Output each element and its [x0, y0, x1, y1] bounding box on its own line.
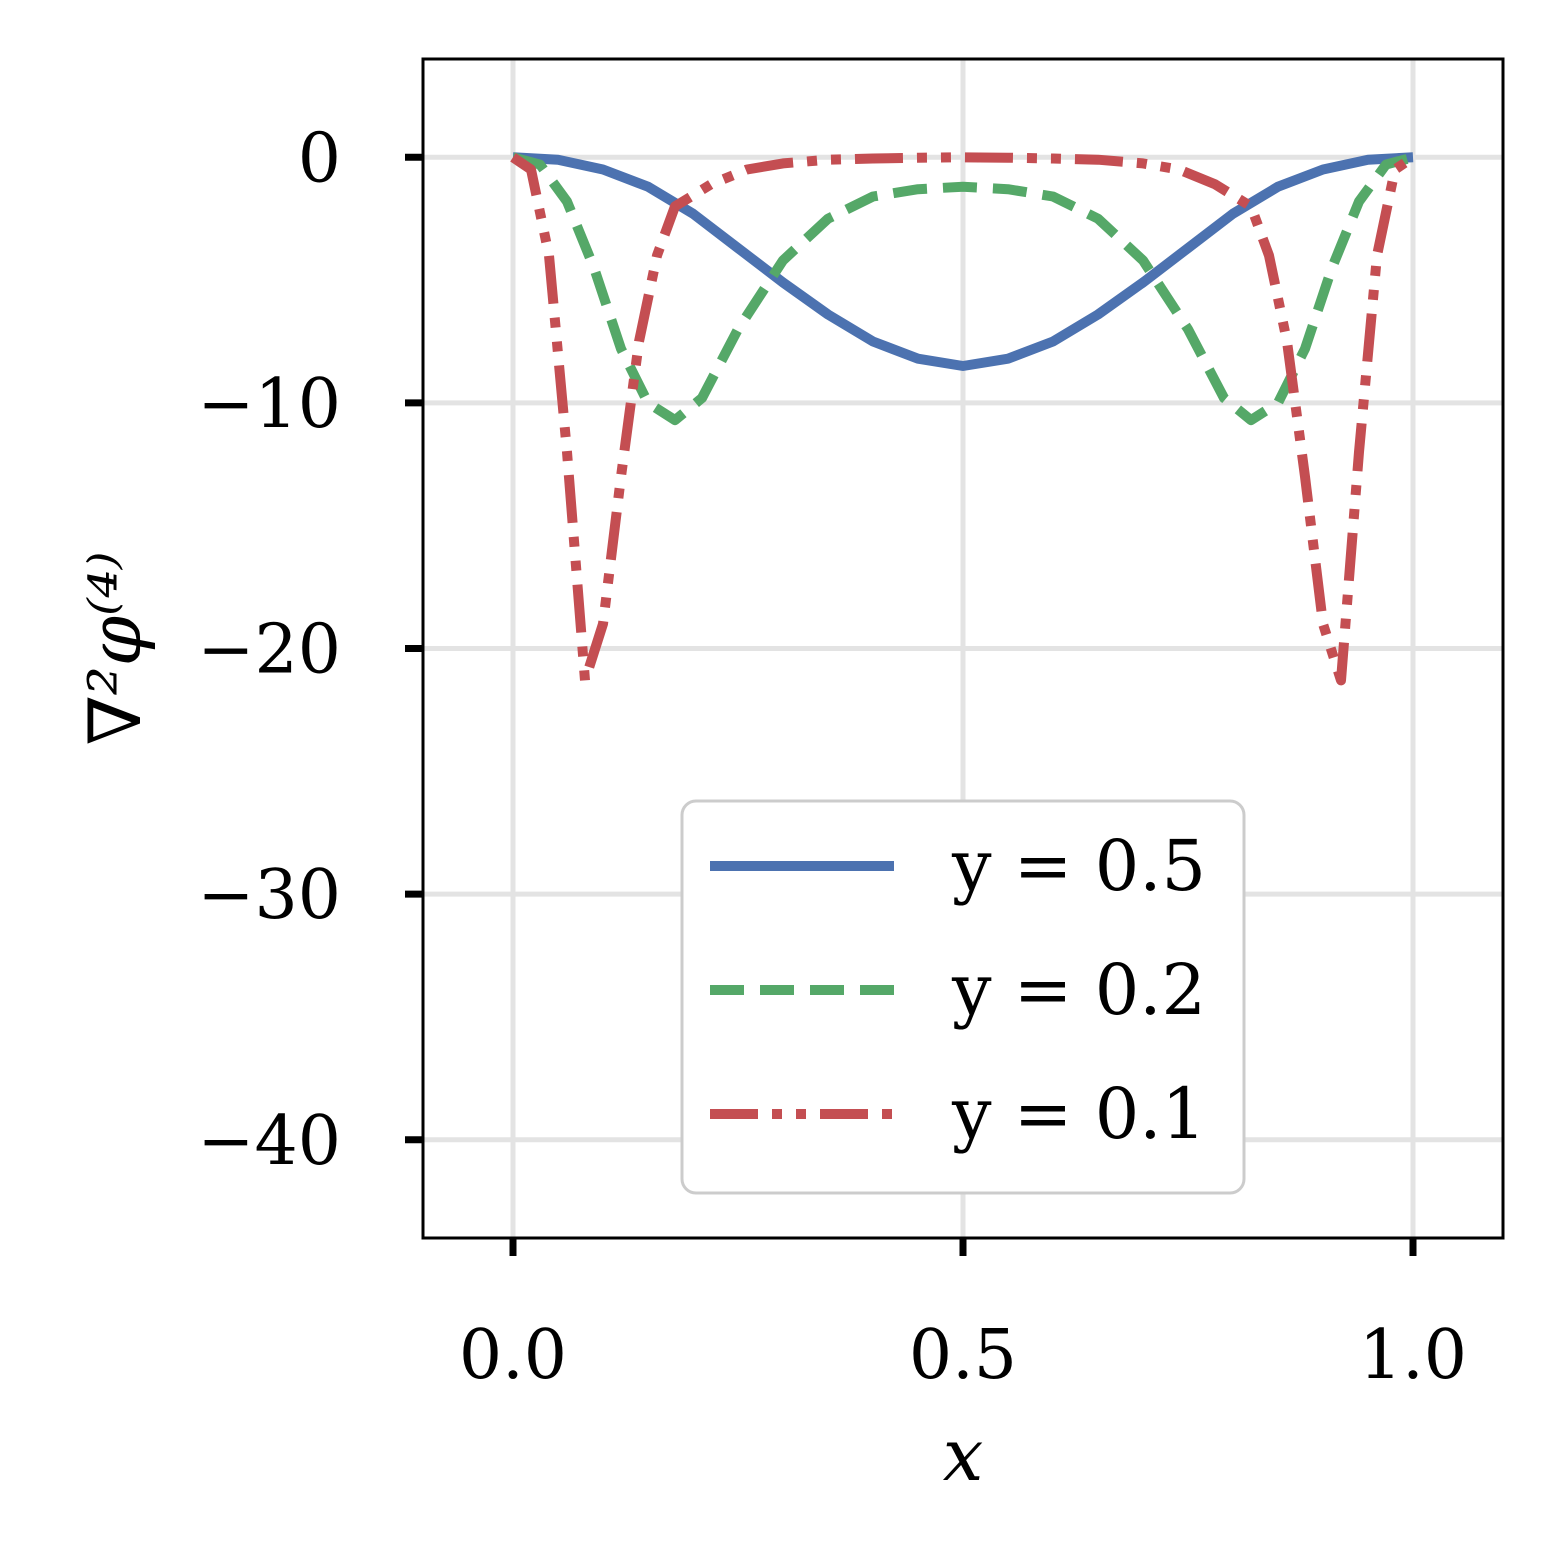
- legend-label-1: y = 0.5: [951, 825, 1206, 907]
- x-tick-label: 1.0: [1359, 1316, 1467, 1395]
- x-axis-title: x: [943, 1413, 984, 1497]
- y-tick-label: −10: [197, 365, 341, 444]
- x-tick-label: 0.0: [459, 1316, 567, 1395]
- series-line-2: [511, 152, 1415, 426]
- legend: y = 0.5 y = 0.2 y = 0.1: [680, 799, 1246, 1195]
- ticks: 0.0 0.5 1.0 0 −10 −20 −30 −40: [197, 119, 1467, 1395]
- y-tick-label: 0: [298, 119, 341, 198]
- legend-label-2: y = 0.2: [951, 949, 1206, 1031]
- series-line-3: [510, 152, 1416, 686]
- series-line-1: [512, 152, 1414, 371]
- plot-lines: [510, 152, 1416, 686]
- y-tick-label: −20: [197, 611, 341, 690]
- legend-box: [680, 799, 1246, 1195]
- y-axis-title: ∇²φ⁽⁴⁾: [73, 552, 157, 746]
- grid: [423, 59, 1503, 1238]
- y-tick-label: −30: [197, 856, 341, 935]
- y-tick-label: −40: [197, 1102, 341, 1181]
- legend-label-3: y = 0.1: [951, 1073, 1206, 1155]
- x-tick-label: 0.5: [909, 1316, 1017, 1395]
